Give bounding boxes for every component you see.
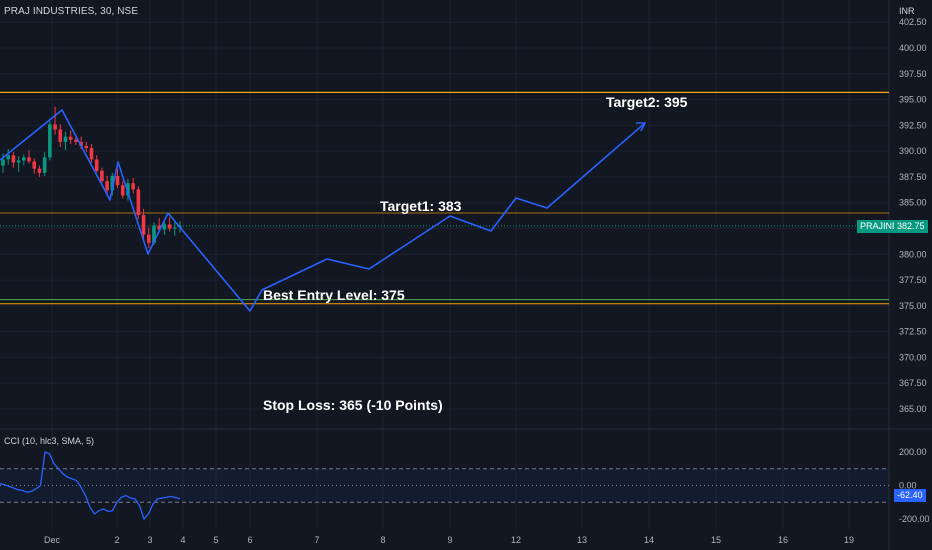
time-tick-10: 13 [577, 535, 587, 545]
candle-body-22 [115, 175, 120, 186]
candle-body-14 [74, 139, 78, 142]
price-tick-12: 372.50 [899, 327, 927, 337]
candle-body-31 [162, 224, 167, 230]
time-tick-6: 7 [314, 535, 319, 545]
cci-title[interactable]: CCI (10, hlc3, SMA, 5) [4, 436, 95, 446]
projection-path[interactable] [0, 109, 647, 312]
candle-body-16 [84, 145, 89, 149]
candle-body-18 [94, 159, 99, 171]
horizontal-levels [0, 91, 889, 305]
target1-label[interactable]: Target1: 383 [380, 198, 462, 214]
candle-body-0 [1, 159, 5, 166]
candle-body-19 [100, 170, 104, 182]
symbol-title[interactable]: PRAJ INDUSTRIES, 30, NSE [4, 6, 139, 17]
symbol-badge: PRAJIND [857, 220, 902, 233]
last-price-badge: 382.75 [894, 220, 928, 233]
time-tick-8: 9 [447, 535, 452, 545]
time-tick-14: 19 [844, 535, 854, 545]
candle-body-23 [120, 185, 125, 196]
price-tick-3: 395.00 [899, 95, 927, 105]
time-tick-7: 8 [380, 535, 385, 545]
candle-body-12 [63, 136, 68, 142]
time-tick-5: 6 [247, 535, 252, 545]
candle-body-26 [136, 189, 141, 216]
candle-body-30 [157, 225, 161, 230]
price-tick-6: 387.50 [899, 172, 927, 182]
price-tick-13: 370.00 [899, 352, 927, 362]
candle-body-15 [79, 141, 83, 146]
candle-body-13 [68, 136, 73, 140]
stop-loss-label[interactable]: Stop Loss: 365 (-10 Points) [263, 397, 443, 413]
time-tick-12: 15 [711, 535, 721, 545]
price-tick-4: 392.50 [899, 120, 927, 130]
target2-label[interactable]: Target2: 395 [606, 94, 688, 110]
candle-body-32 [167, 224, 172, 229]
candle-body-5 [27, 157, 31, 162]
time-tick-1: 2 [114, 535, 119, 545]
price-tick-1: 400.00 [899, 43, 927, 53]
entry-label[interactable]: Best Entry Level: 375 [263, 287, 405, 303]
cci-pane [0, 451, 889, 521]
price-tick-11: 375.00 [899, 301, 927, 311]
candle-body-1 [6, 155, 11, 160]
price-tick-7: 385.00 [899, 198, 927, 208]
time-tick-2: 3 [147, 535, 152, 545]
candle-body-7 [37, 168, 42, 173]
projection-line [0, 109, 646, 312]
time-tick-4: 5 [213, 535, 218, 545]
time-axis[interactable]: Dec 2 3 4 5 6 7 8 9 12 13 14 15 16 19 [44, 535, 854, 545]
price-tick-14: 367.50 [899, 378, 927, 388]
candlestick-series [1, 106, 182, 249]
price-tick-2: 397.50 [899, 69, 927, 79]
candle-body-27 [141, 215, 146, 235]
cci-tick-0: 200.00 [899, 447, 927, 457]
candle-body-28 [146, 234, 151, 243]
price-tick-0: 402.50 [899, 17, 927, 27]
candle-body-2 [11, 155, 16, 163]
candle-body-4 [22, 157, 26, 161]
candle-body-33 [172, 227, 177, 229]
candle-body-21 [110, 175, 115, 191]
cci-line [0, 451, 181, 521]
time-tick-13: 16 [778, 535, 788, 545]
price-axis[interactable]: 402.50 400.00 397.50 395.00 392.50 390.00 387.… [899, 17, 930, 524]
cci-tick-1: 0.00 [899, 481, 917, 491]
candle-body-9 [48, 124, 52, 158]
candle-body-29 [152, 225, 156, 243]
cci-tick-2: -200.00 [899, 514, 930, 524]
projection-arrowhead [636, 122, 647, 132]
price-tick-5: 390.00 [899, 146, 927, 156]
candle-body-25 [131, 183, 135, 190]
candle-body-17 [89, 148, 94, 160]
candle-body-6 [32, 161, 37, 169]
cci-value-badge: -62.40 [894, 489, 926, 502]
time-tick-11: 14 [644, 535, 654, 545]
time-tick-3: 4 [180, 535, 185, 545]
candle-body-24 [126, 183, 130, 196]
currency-label[interactable]: INR [899, 6, 915, 16]
price-tick-15: 365.00 [899, 404, 927, 414]
candle-body-11 [58, 129, 63, 142]
price-tick-9: 380.00 [899, 249, 927, 259]
time-tick-0: Dec [44, 535, 61, 545]
candle-body-8 [42, 157, 47, 173]
candle-body-10 [53, 124, 57, 130]
candle-body-20 [105, 181, 109, 191]
time-tick-9: 12 [511, 535, 521, 545]
candle-body-3 [16, 160, 21, 163]
price-tick-10: 377.50 [899, 275, 927, 285]
